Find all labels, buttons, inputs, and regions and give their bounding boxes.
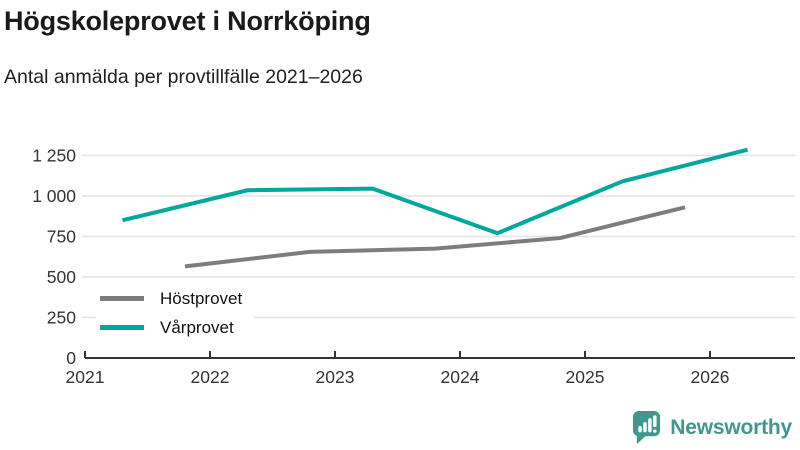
svg-text:2026: 2026 (691, 367, 730, 387)
varprovet-line-swatch (100, 325, 144, 330)
svg-text:2025: 2025 (566, 367, 605, 387)
svg-text:2023: 2023 (316, 367, 355, 387)
brand-name: Newsworthy (670, 415, 792, 439)
legend-item-varprovet: Vårprovet (100, 313, 242, 342)
svg-text:500: 500 (47, 267, 76, 287)
chart-legend: Höstprovet Vårprovet (96, 282, 255, 344)
svg-text:1 250: 1 250 (32, 145, 76, 165)
newsworthy-brand: Newsworthy (631, 409, 792, 446)
svg-text:2024: 2024 (441, 367, 480, 387)
legend-item-hostprovet: Höstprovet (100, 284, 242, 313)
legend-label: Vårprovet (160, 317, 234, 337)
legend-label: Höstprovet (160, 288, 243, 308)
hostprovet-line-swatch (100, 296, 144, 301)
newsworthy-logo-icon (633, 411, 661, 444)
svg-text:2021: 2021 (66, 367, 105, 387)
svg-text:0: 0 (66, 348, 76, 368)
svg-text:1 000: 1 000 (32, 186, 76, 206)
chart-title: Högskoleprovet i Norrköping (4, 6, 371, 36)
svg-text:750: 750 (47, 226, 76, 246)
chart-subtitle: Antal anmälda per provtillfälle 2021–202… (4, 66, 363, 88)
svg-text:250: 250 (47, 307, 76, 327)
svg-text:2022: 2022 (191, 367, 230, 387)
